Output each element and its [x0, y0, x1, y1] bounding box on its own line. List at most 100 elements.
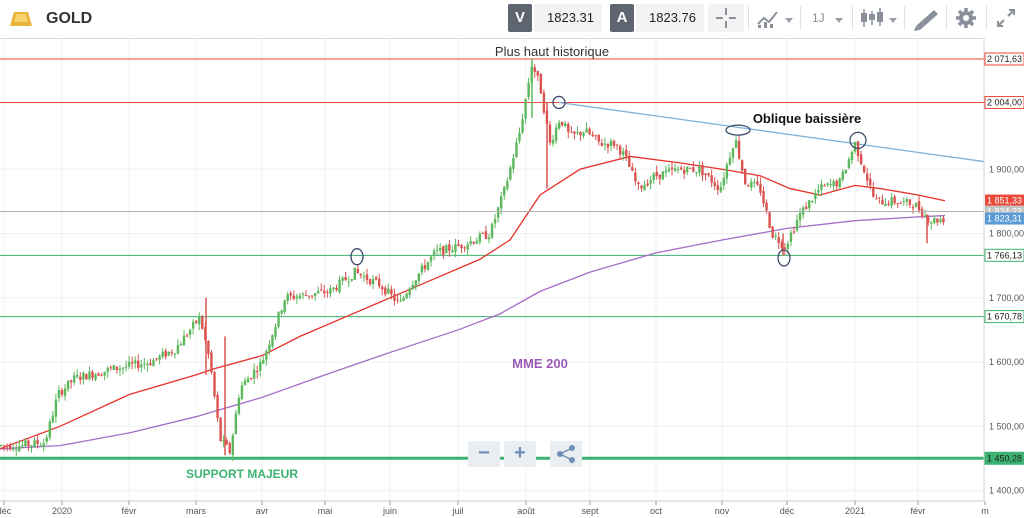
candle-body [820, 184, 823, 190]
candle-body [826, 183, 829, 186]
candle-body [774, 235, 777, 237]
candle-body [146, 363, 149, 366]
candle-body [286, 294, 289, 302]
candle-body [710, 175, 713, 183]
candle-body [393, 293, 396, 301]
candle-body [798, 212, 802, 221]
candle-body [503, 186, 506, 196]
price-tags: 2 071,63 2 004,00 1 766,13 1 670,78 1 450,28… [984, 52, 1024, 465]
candle-body [268, 344, 271, 351]
candle-body [219, 417, 222, 441]
candle-body [378, 278, 381, 287]
candle-body [103, 371, 106, 376]
bid-price[interactable]: 1823.31 [534, 4, 602, 32]
candle-body [27, 440, 30, 447]
zoom-out-button[interactable]: − [468, 441, 500, 467]
fullscreen-icon [997, 9, 1015, 27]
candle-body [243, 380, 247, 385]
candle-body [350, 279, 353, 281]
zoom-in-button[interactable]: + [504, 441, 536, 467]
candle-body [30, 445, 33, 447]
bid-badge[interactable]: V [508, 4, 532, 32]
candle-body [79, 376, 82, 380]
candle-body [454, 244, 457, 253]
fullscreen-button[interactable] [990, 4, 1022, 32]
chart-toolbar: GOLD V 1823.31 A 1823.76 1J [0, 0, 1024, 39]
candle-body [582, 132, 585, 137]
candle-body [51, 415, 55, 423]
chart-annotation: Oblique baissière [753, 111, 861, 126]
candle-body [753, 182, 756, 184]
candle-body [283, 300, 286, 313]
crosshair-button[interactable] [708, 4, 744, 32]
ask-badge[interactable]: A [610, 4, 634, 32]
candle-body [789, 232, 793, 242]
candle-body [646, 183, 649, 186]
month-tick-label: oct [650, 506, 663, 516]
highlight-circle [725, 124, 751, 136]
candle-body [905, 199, 909, 202]
level-tag-label: 1 670,78 [987, 312, 1022, 322]
ask-price[interactable]: 1823.76 [636, 4, 704, 32]
indicators-button[interactable] [856, 4, 900, 32]
candle-body [561, 121, 564, 126]
candle-body [500, 196, 503, 209]
candle-body [783, 247, 787, 250]
candle-body [625, 149, 628, 157]
settings-button[interactable] [950, 4, 982, 32]
candle-body [777, 237, 780, 244]
level-tag-label: 2 071,63 [987, 54, 1022, 64]
candle-body [405, 293, 408, 299]
candle-body [246, 378, 250, 383]
candle-body [801, 207, 805, 215]
candle-body [8, 445, 12, 450]
level-tag [985, 310, 1024, 323]
month-tick-label: déc [780, 506, 795, 516]
candle-body [490, 223, 494, 238]
candle-body [130, 361, 134, 364]
candle-body [317, 291, 320, 294]
candle-body [240, 385, 244, 399]
candle-body [649, 180, 652, 184]
share-button[interactable] [550, 441, 582, 467]
candle-body [170, 351, 173, 354]
candle-body [353, 267, 356, 280]
candle-body [292, 295, 295, 299]
candle-body [118, 368, 122, 371]
candle-body [2, 445, 6, 447]
candle-body [432, 250, 436, 256]
candle-body [112, 365, 116, 370]
candle-body [609, 140, 613, 147]
candle-body [792, 231, 796, 233]
candle-body [262, 360, 265, 364]
candle-body [594, 135, 597, 137]
candle-body [579, 131, 582, 136]
price-axis-bg [984, 38, 1024, 518]
candle-body [902, 201, 905, 203]
candle-body [570, 131, 573, 133]
candle-body [381, 286, 384, 290]
candle-body [829, 184, 832, 186]
candle-body [862, 165, 866, 173]
candle-body [920, 208, 924, 217]
candle-body [155, 358, 158, 360]
candle-body [667, 168, 671, 172]
candle-body [408, 288, 411, 296]
drawing-tools-button[interactable] [908, 4, 944, 32]
candle-body [411, 284, 414, 290]
candle-body [179, 344, 183, 346]
candle-body [63, 388, 67, 396]
chart-annotations: Plus haut historique Oblique baissière MME… [186, 44, 861, 481]
timeframe-selector[interactable]: 1J [804, 4, 848, 32]
candle-body [21, 444, 24, 447]
level-tag-label: 1 450,28 [987, 453, 1022, 463]
candlesticks [0, 59, 945, 462]
candle-body [310, 295, 314, 297]
candle-body [109, 367, 112, 369]
candle-body [429, 256, 433, 262]
price-chart[interactable]: 1 400,00 1 500,00 1 600,00 1 700,00 1 800,00… [0, 38, 1024, 518]
chart-type-button[interactable] [752, 4, 796, 32]
candle-body [301, 293, 305, 295]
price-tick-label: 1 900,00 [989, 164, 1024, 174]
candle-body [332, 287, 335, 290]
